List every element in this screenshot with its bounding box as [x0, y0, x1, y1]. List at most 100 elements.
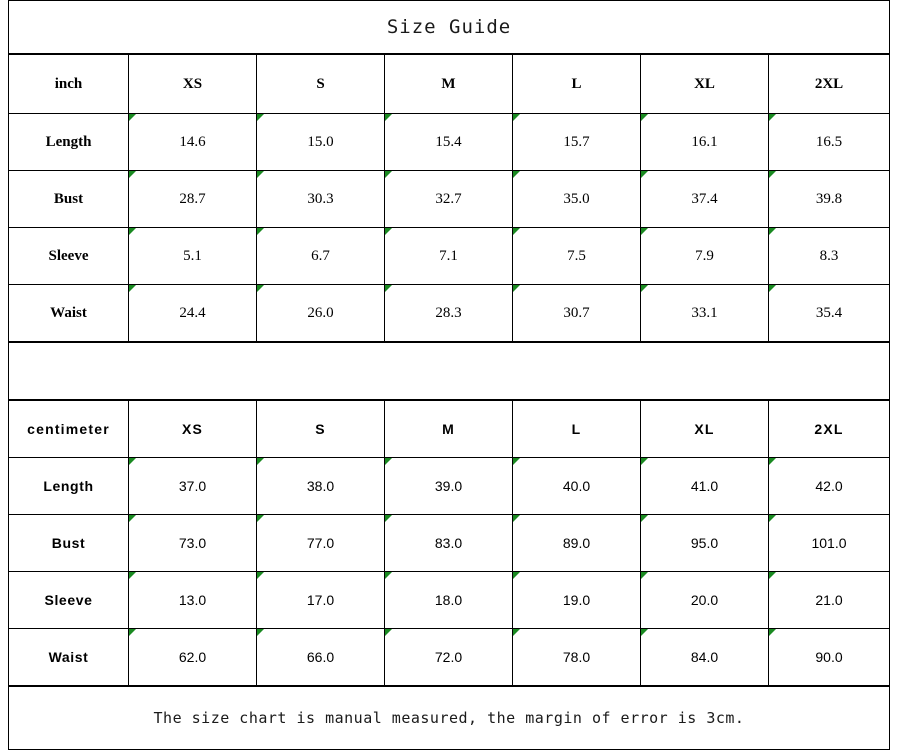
measure-value: 7.5 — [512, 227, 641, 285]
text-number-flag-icon — [385, 171, 392, 178]
measure-value: 19.0 — [512, 571, 641, 629]
text-number-flag-icon — [513, 285, 520, 292]
footer-table: The size chart is manual measured, the m… — [8, 686, 890, 750]
measure-value: 35.4 — [768, 284, 890, 342]
table-header-row-centimeter: centimeter XS S M L XL 2XL — [8, 400, 890, 458]
measure-value: 77.0 — [256, 514, 385, 572]
text-number-flag-icon — [129, 629, 136, 636]
text-number-flag-icon — [129, 285, 136, 292]
measure-value: 7.9 — [640, 227, 769, 285]
size-header-xl: XL — [640, 400, 769, 458]
text-number-flag-icon — [129, 114, 136, 121]
measure-label-length: Length — [8, 113, 129, 171]
table-spacer — [8, 342, 890, 400]
text-number-flag-icon — [769, 572, 776, 579]
measure-value: 17.0 — [256, 571, 385, 629]
text-number-flag-icon — [257, 458, 264, 465]
measure-value: 62.0 — [128, 628, 257, 686]
text-number-flag-icon — [513, 515, 520, 522]
measure-value: 35.0 — [512, 170, 641, 228]
measure-value: 72.0 — [384, 628, 513, 686]
text-number-flag-icon — [769, 515, 776, 522]
measure-value: 95.0 — [640, 514, 769, 572]
text-number-flag-icon — [385, 515, 392, 522]
size-header-m: M — [384, 400, 513, 458]
size-header-l: L — [512, 400, 641, 458]
text-number-flag-icon — [257, 515, 264, 522]
measure-label-bust: Bust — [8, 514, 129, 572]
table-header-row-inch: inch XS S M L XL 2XL — [8, 54, 890, 114]
text-number-flag-icon — [257, 285, 264, 292]
text-number-flag-icon — [385, 285, 392, 292]
text-number-flag-icon — [129, 458, 136, 465]
text-number-flag-icon — [257, 228, 264, 235]
measure-value: 28.7 — [128, 170, 257, 228]
table-row: Bust 28.7 30.3 32.7 35.0 37.4 39.8 — [8, 170, 890, 228]
measure-label-bust: Bust — [8, 170, 129, 228]
measure-label-waist: Waist — [8, 284, 129, 342]
measure-value: 26.0 — [256, 284, 385, 342]
size-header-s: S — [256, 400, 385, 458]
text-number-flag-icon — [641, 572, 648, 579]
footer-row: The size chart is manual measured, the m… — [8, 686, 890, 750]
spacer-row — [8, 342, 890, 400]
measure-value: 24.4 — [128, 284, 257, 342]
size-header-2xl: 2XL — [768, 400, 890, 458]
measure-value: 42.0 — [768, 457, 890, 515]
text-number-flag-icon — [641, 285, 648, 292]
size-header-l: L — [512, 54, 641, 114]
table-row: Length 37.0 38.0 39.0 40.0 41.0 42.0 — [8, 457, 890, 515]
table-row: Sleeve 5.1 6.7 7.1 7.5 7.9 8.3 — [8, 227, 890, 285]
text-number-flag-icon — [513, 228, 520, 235]
text-number-flag-icon — [641, 114, 648, 121]
text-number-flag-icon — [513, 114, 520, 121]
text-number-flag-icon — [513, 171, 520, 178]
text-number-flag-icon — [257, 629, 264, 636]
table-row: Length 14.6 15.0 15.4 15.7 16.1 16.5 — [8, 113, 890, 171]
measure-value: 16.5 — [768, 113, 890, 171]
measure-label-sleeve: Sleeve — [8, 571, 129, 629]
measure-value: 39.0 — [384, 457, 513, 515]
measure-label-waist: Waist — [8, 628, 129, 686]
size-header-m: M — [384, 54, 513, 114]
measure-label-sleeve: Sleeve — [8, 227, 129, 285]
text-number-flag-icon — [129, 515, 136, 522]
measure-value: 84.0 — [640, 628, 769, 686]
measure-value: 30.7 — [512, 284, 641, 342]
size-header-2xl: 2XL — [768, 54, 890, 114]
measure-value: 38.0 — [256, 457, 385, 515]
measurement-disclaimer: The size chart is manual measured, the m… — [8, 686, 890, 750]
measure-value: 66.0 — [256, 628, 385, 686]
title-row: Size Guide — [7, 0, 891, 54]
size-header-xs: XS — [128, 400, 257, 458]
size-header-xs: XS — [128, 54, 257, 114]
text-number-flag-icon — [385, 629, 392, 636]
measure-value: 18.0 — [384, 571, 513, 629]
measure-value: 32.7 — [384, 170, 513, 228]
text-number-flag-icon — [129, 228, 136, 235]
measure-value: 41.0 — [640, 457, 769, 515]
text-number-flag-icon — [769, 285, 776, 292]
text-number-flag-icon — [641, 458, 648, 465]
text-number-flag-icon — [257, 572, 264, 579]
measure-value: 33.1 — [640, 284, 769, 342]
measure-value: 13.0 — [128, 571, 257, 629]
measure-value: 90.0 — [768, 628, 890, 686]
table-row: Waist 62.0 66.0 72.0 78.0 84.0 90.0 — [8, 628, 890, 686]
unit-header-centimeter: centimeter — [8, 400, 129, 458]
measure-value: 40.0 — [512, 457, 641, 515]
text-number-flag-icon — [641, 515, 648, 522]
text-number-flag-icon — [513, 458, 520, 465]
size-table-centimeter: centimeter XS S M L XL 2XL Length 37.0 3… — [8, 400, 890, 686]
measure-value: 39.8 — [768, 170, 890, 228]
text-number-flag-icon — [385, 458, 392, 465]
text-number-flag-icon — [769, 458, 776, 465]
text-number-flag-icon — [641, 171, 648, 178]
measure-value: 15.4 — [384, 113, 513, 171]
text-number-flag-icon — [641, 228, 648, 235]
measure-value: 8.3 — [768, 227, 890, 285]
measure-value: 6.7 — [256, 227, 385, 285]
text-number-flag-icon — [641, 629, 648, 636]
measure-value: 15.7 — [512, 113, 641, 171]
measure-value: 21.0 — [768, 571, 890, 629]
